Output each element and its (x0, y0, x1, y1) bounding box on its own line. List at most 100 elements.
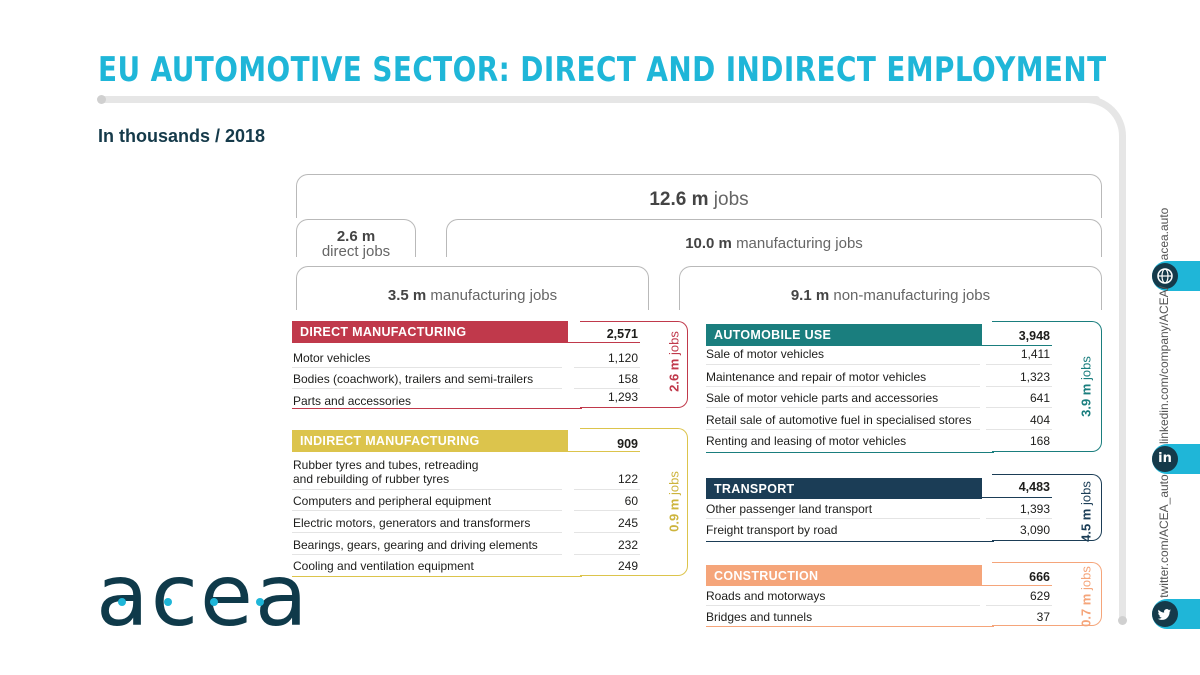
row-label: Bridges and tunnels (706, 610, 813, 624)
group-total-transport: 4,483 (1018, 480, 1050, 494)
separator (986, 407, 1052, 408)
row-value: 629 (1029, 589, 1050, 603)
row-label: Motor vehicles (293, 351, 371, 365)
separator (986, 518, 1052, 519)
separator (292, 342, 640, 343)
brace-manufacturing-35-label: manufacturing jobs (430, 287, 558, 304)
logo-accent-dots (118, 598, 264, 606)
brace-total: 12.6 m jobs (296, 174, 1102, 218)
group-total-automobile-use: 3,948 (1018, 329, 1050, 343)
brace-non-manufacturing-value: 9.1 m (790, 287, 830, 304)
header-track (100, 96, 1100, 103)
group-header-construction: CONSTRUCTION (706, 565, 982, 586)
separator (706, 518, 980, 519)
group-total-direct-manufacturing: 2,571 (606, 327, 638, 341)
separator (706, 585, 1052, 586)
group-total-indirect-manufacturing: 909 (617, 437, 638, 451)
row-label: Cooling and ventilation equipment (293, 559, 474, 573)
separator (574, 388, 640, 389)
separator (706, 345, 1052, 346)
separator (706, 452, 994, 453)
row-value: 122 (617, 472, 638, 486)
row-value: 1,393 (1019, 502, 1050, 516)
separator (292, 554, 562, 555)
row-label: Maintenance and repair of motor vehicles (706, 370, 927, 384)
separator (986, 386, 1052, 387)
linkedin-text[interactable]: linkedin.com/company/ACEA/ (1157, 285, 1171, 445)
separator (574, 367, 640, 368)
row-label: Sale of motor vehicle parts and accessor… (706, 391, 939, 405)
row-value: 1,411 (1020, 347, 1050, 361)
separator (574, 510, 640, 511)
separator (706, 605, 980, 606)
group-header-indirect-manufacturing: INDIRECT MANUFACTURING (292, 430, 568, 451)
separator (706, 407, 980, 408)
linkedin-icon[interactable]: in (1152, 446, 1178, 472)
row-value: 249 (617, 559, 638, 573)
separator (574, 554, 640, 555)
row-value: 232 (617, 538, 638, 552)
row-value: 3,090 (1019, 523, 1050, 537)
track-curve (1060, 96, 1126, 176)
separator (292, 388, 562, 389)
frame-transport (992, 474, 1102, 541)
separator (706, 429, 980, 430)
brace-direct-label: direct jobs (321, 243, 391, 260)
separator (574, 489, 640, 490)
row-value: 60 (624, 494, 638, 508)
brace-direct: 2.6 m direct jobs (296, 219, 416, 260)
row-value: 1,293 (607, 390, 638, 404)
separator (292, 532, 562, 533)
row-label: Freight transport by road (706, 523, 838, 537)
page-title: EU AUTOMOTIVE SECTOR: DIRECT AND INDIREC… (98, 50, 1107, 90)
separator (706, 497, 1052, 498)
jobs-label-automobile-use: 3.9 m jobs (1078, 356, 1094, 417)
row-value: 1,323 (1019, 370, 1050, 384)
jobs-label-transport: 4.5 m jobs (1078, 481, 1094, 542)
brace-direct-value: 2.6 m (336, 228, 376, 245)
row-label: Computers and peripheral equipment (293, 494, 492, 508)
brace-manufacturing-35: 3.5 m manufacturing jobs (296, 266, 649, 310)
separator (706, 386, 980, 387)
separator (706, 626, 994, 627)
frame-indirect-manufacturing (580, 428, 688, 576)
separator (292, 510, 562, 511)
brace-manufacturing-35-value: 3.5 m (387, 287, 427, 304)
row-label: Renting and leasing of motor vehicles (706, 434, 907, 448)
globe-icon[interactable] (1152, 263, 1178, 289)
brace-manufacturing-10-value: 10.0 m (685, 235, 732, 252)
group-header-automobile-use: AUTOMOBILE USE (706, 324, 982, 345)
separator (292, 367, 562, 368)
jobs-label-indirect-manufacturing: 0.9 m jobs (666, 471, 682, 532)
group-total-construction: 666 (1029, 570, 1050, 584)
frame-direct-manufacturing (580, 321, 688, 408)
brace-non-manufacturing: 9.1 m non-manufacturing jobs (679, 266, 1102, 310)
twitter-icon[interactable] (1152, 601, 1178, 627)
group-header-direct-manufacturing: DIRECT MANUFACTURING (292, 321, 568, 342)
row-value: 641 (1029, 391, 1050, 405)
separator (706, 541, 994, 542)
track-start-dot (97, 95, 106, 104)
track-vertical (1119, 170, 1126, 620)
row-label: Other passenger land transport (706, 502, 873, 516)
separator (986, 429, 1052, 430)
row-label: Bearings, gears, gearing and driving ele… (293, 538, 538, 552)
group-header-transport: TRANSPORT (706, 478, 982, 499)
separator (292, 489, 562, 490)
brace-total-value: 12.6 m (649, 189, 709, 210)
row-label: Electric motors, generators and transfor… (293, 516, 531, 530)
separator (292, 576, 582, 577)
row-value: 158 (617, 372, 638, 386)
brace-manufacturing-10: 10.0 m manufacturing jobs (446, 219, 1102, 257)
row-value: 168 (1029, 434, 1050, 448)
row-value: 404 (1029, 413, 1050, 427)
row-label: Roads and motorways (706, 589, 826, 603)
twitter-text[interactable]: twitter.com/ACEA_auto (1157, 474, 1171, 598)
brace-non-manufacturing-label: non-manufacturing jobs (833, 287, 991, 304)
separator (574, 532, 640, 533)
row-label: Rubber tyres and tubes, retreading (293, 458, 479, 472)
row-label: Parts and accessories (293, 394, 412, 408)
frame-automobile-use (992, 321, 1102, 452)
row-value: 1,120 (607, 351, 638, 365)
brace-manufacturing-10-label: manufacturing jobs (736, 235, 863, 252)
